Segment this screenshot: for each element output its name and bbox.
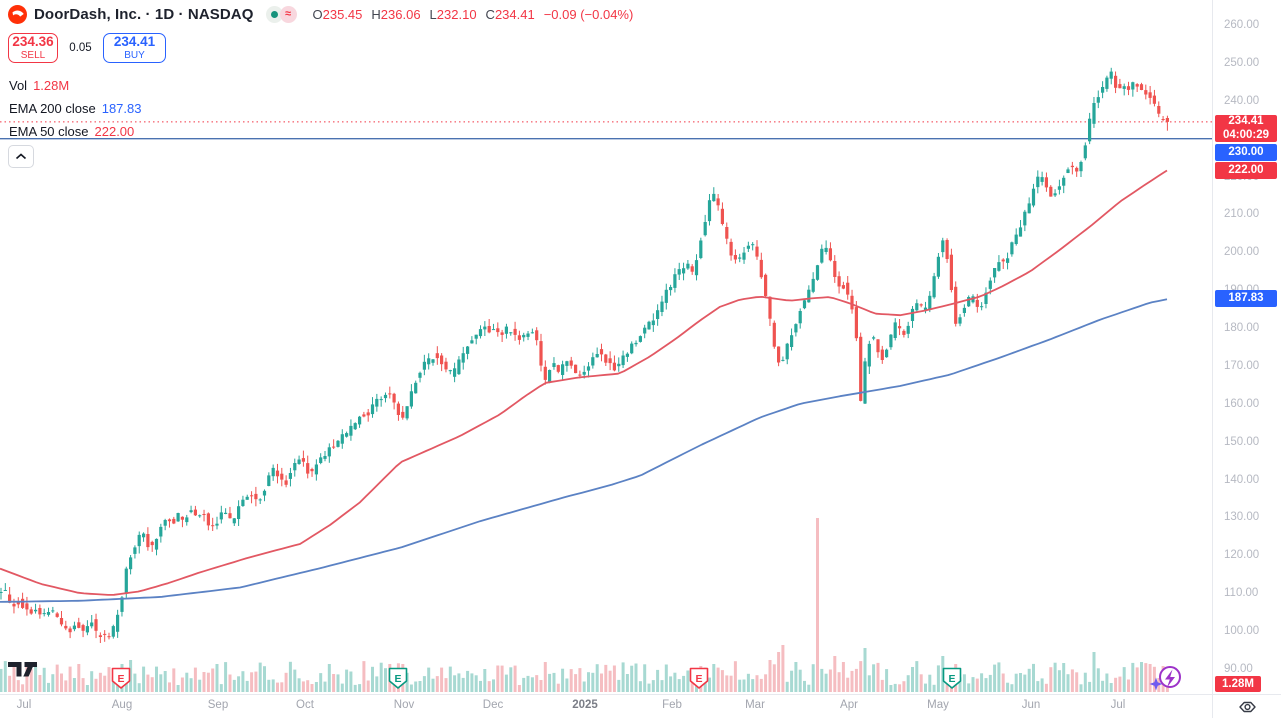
eye-icon[interactable]	[1238, 700, 1257, 714]
time-axis[interactable]: Jul Aug Sep Oct Nov Dec 2025 Feb Mar Apr May Jun Jul	[0, 694, 1212, 718]
price-axis-tick: 120.00	[1224, 549, 1260, 562]
price-axis-tick: 210.00	[1224, 208, 1260, 221]
sell-button[interactable]: 234.36 SELL	[8, 33, 58, 63]
change-readout: −0.09 (−0.04%)	[543, 7, 634, 22]
ohlc-readout: O235.45 H236.06 L232.10 C234.41 −0.09 (−…	[312, 7, 634, 22]
tradingview-logo[interactable]	[8, 662, 37, 677]
ema200-price-tag: 187.83	[1215, 290, 1277, 307]
ema200-line[interactable]	[0, 298, 1168, 603]
buy-button[interactable]: 234.41 BUY	[103, 33, 166, 63]
collapse-legend-button[interactable]	[8, 145, 34, 168]
price-axis-tick: 200.00	[1224, 246, 1260, 259]
axis-corner	[1212, 694, 1281, 718]
time-axis-label: Feb	[662, 699, 682, 711]
earnings-marker[interactable]: E	[388, 667, 408, 689]
earnings-marker[interactable]: E	[942, 667, 962, 689]
earnings-marker[interactable]: E	[689, 667, 709, 689]
time-axis-label: May	[927, 699, 949, 711]
price-axis-tick: 170.00	[1224, 359, 1260, 372]
time-axis-label: Jul	[1110, 699, 1126, 711]
time-axis-label: Oct	[296, 699, 314, 711]
ema200-legend-row[interactable]: EMA 200 close 187.83	[9, 101, 142, 116]
doordash-logo-icon	[8, 5, 27, 24]
time-axis-label: Dec	[482, 699, 504, 711]
market-status-icon[interactable]	[265, 6, 283, 23]
chevron-up-icon	[15, 153, 27, 160]
trade-buttons: 234.36 SELL 0.05 234.41 BUY	[8, 33, 166, 63]
time-axis-label: Jul	[16, 699, 32, 711]
time-axis-label: Sep	[207, 699, 229, 711]
volume-bars	[0, 518, 1169, 692]
price-axis[interactable]: 90.00 100.00 110.00 120.00 130.00 140.00 150.0…	[1212, 0, 1281, 694]
delayed-data-icon[interactable]: ≈	[279, 6, 297, 23]
svg-text:E: E	[394, 673, 401, 685]
time-axis-label: Jun	[1021, 699, 1041, 711]
time-axis-label: Nov	[393, 699, 415, 711]
supercharts-lightning-icon[interactable]	[1149, 666, 1181, 691]
svg-text:E: E	[117, 673, 124, 685]
price-axis-tick: 180.00	[1224, 322, 1260, 335]
last-price-tag: 234.41 04:00:29	[1215, 115, 1277, 142]
symbol-header: DoorDash, Inc. · 1D · NASDAQ ≈ O235.45 H…	[8, 5, 633, 24]
price-axis-tick: 110.00	[1224, 587, 1259, 600]
volume-value-tag: 1.28M	[1215, 676, 1261, 692]
earnings-marker[interactable]: E	[111, 667, 131, 689]
price-axis-tick: 140.00	[1224, 473, 1260, 486]
price-axis-tick: 100.00	[1224, 625, 1260, 638]
volume-legend-row[interactable]: Vol 1.28M	[9, 78, 70, 93]
price-axis-tick: 160.00	[1224, 397, 1260, 410]
price-axis-tick: 250.00	[1224, 56, 1260, 69]
price-axis-tick: 90.00	[1224, 662, 1253, 675]
symbol-status-pills[interactable]: ≈	[265, 6, 297, 23]
svg-text:E: E	[948, 673, 955, 685]
price-axis-tick: 130.00	[1224, 511, 1260, 524]
chart-layers	[0, 67, 1212, 692]
time-axis-label: 2025	[572, 699, 598, 711]
price-axis-tick: 150.00	[1224, 435, 1260, 448]
symbol-title[interactable]: DoorDash, Inc. · 1D · NASDAQ	[34, 6, 254, 23]
time-axis-label: Apr	[840, 699, 858, 711]
candles	[0, 67, 1169, 643]
ema50-legend-row[interactable]: EMA 50 close 222.00	[9, 124, 135, 139]
price-axis-tick: 240.00	[1224, 94, 1260, 107]
ema50-price-tag: 222.00	[1215, 161, 1277, 179]
spread-value: 0.05	[69, 42, 92, 54]
alert-price-tag: 230.00	[1215, 143, 1277, 161]
time-axis-label: Mar	[745, 699, 765, 711]
ema50-line[interactable]	[0, 169, 1168, 596]
time-axis-label: Aug	[111, 699, 133, 711]
bar-countdown: 04:00:29	[1222, 128, 1270, 141]
price-axis-tick: 260.00	[1224, 19, 1260, 31]
svg-text:E: E	[695, 673, 702, 685]
